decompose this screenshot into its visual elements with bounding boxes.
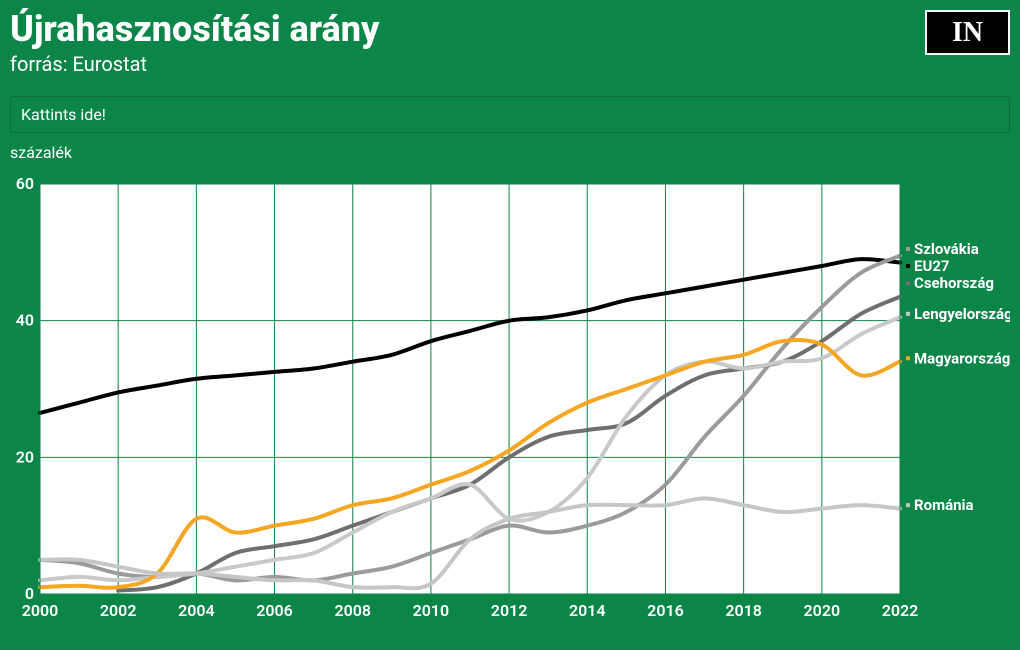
series-label-EU27: EU27	[914, 257, 950, 275]
x-tick-label: 2004	[178, 601, 215, 620]
series-label-Magyarország: Magyarország	[914, 349, 1010, 367]
subtitle: forrás: Eurostat	[10, 52, 379, 76]
x-tick-label: 2020	[804, 601, 841, 620]
x-tick-label: 2002	[100, 601, 137, 620]
logo-text: IN	[952, 17, 983, 49]
y-tick-label: 60	[16, 174, 34, 193]
x-tick-label: 2014	[569, 601, 606, 620]
x-tick-label: 2010	[413, 601, 450, 620]
series-label-Lengyelország: Lengyelország	[914, 304, 1010, 322]
recycling-line-chart: százalék 0204060200020022004200620082010…	[10, 143, 1010, 624]
x-tick-label: 2012	[491, 601, 528, 620]
x-tick-label: 2006	[256, 601, 293, 620]
chart-svg: 0204060200020022004200620082010201220142…	[10, 164, 1010, 624]
x-tick-label: 2018	[725, 601, 762, 620]
x-tick-label: 2000	[22, 601, 59, 620]
series-label-Románia: Románia	[914, 496, 974, 514]
y-axis-title: százalék	[10, 143, 1010, 162]
x-tick-label: 2016	[647, 601, 684, 620]
series-label-Csehország: Csehország	[914, 274, 994, 292]
page-title: Újrahasznosítási arány	[10, 10, 379, 50]
y-tick-label: 40	[16, 310, 34, 329]
click-prompt-input[interactable]: Kattints ide!	[10, 96, 1010, 133]
x-tick-label: 2022	[882, 601, 919, 620]
series-label-Szlovákia: Szlovákia	[914, 240, 979, 258]
brand-logo: IN	[925, 10, 1010, 55]
x-tick-label: 2008	[334, 601, 371, 620]
y-tick-label: 20	[16, 447, 34, 466]
